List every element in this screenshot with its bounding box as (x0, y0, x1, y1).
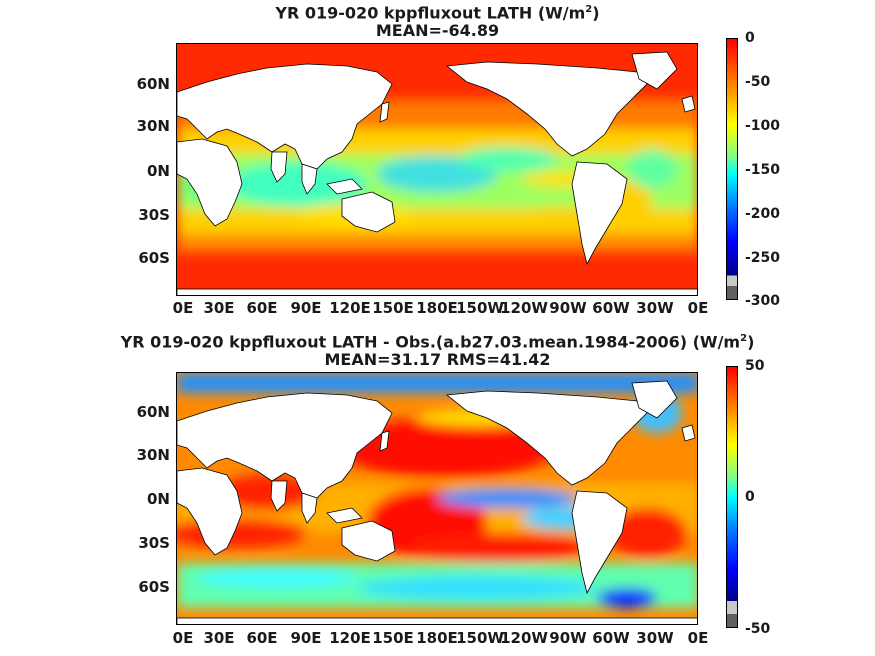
panel2-xtick: 120E (329, 629, 371, 647)
panel1-xtick: 60E (246, 299, 278, 317)
panel1-xtick: 150W (456, 299, 504, 317)
panel2-xtick: 120W (500, 629, 548, 647)
panel1-xtick: 90E (290, 299, 322, 317)
panel2-ytick-0n: 0N (147, 490, 170, 508)
panel2-xtick: 150E (372, 629, 414, 647)
panel1-xtick: 150E (372, 299, 414, 317)
panel2-cbar-tick: 50 (745, 358, 765, 374)
panel1-xtick: 90W (549, 299, 587, 317)
panel2-xtick: 90E (290, 629, 322, 647)
panel1-ytick-60s: 60S (138, 249, 170, 267)
panel1-cbar-tick: -50 (745, 74, 771, 90)
panel1-cbar-tick: 0 (745, 30, 755, 46)
panel2-ytick-60s: 60S (138, 578, 170, 596)
panel1-xtick: 120E (329, 299, 371, 317)
panel2-xtick: 150W (456, 629, 504, 647)
panel1-colorbar (726, 38, 738, 300)
panel1-xtick: 0E (172, 299, 194, 317)
panel2-ytick-60n: 60N (136, 403, 170, 421)
panel1-title: YR 019-020 kppfluxout LATH (W/m2) (275, 3, 600, 23)
panel1-xtick: 0E (687, 299, 709, 317)
panel1-cbar-tick: -250 (745, 250, 781, 266)
panel1-ytick-30s: 30S (138, 206, 170, 224)
panel1-subtitle: MEAN=-64.89 (375, 21, 500, 40)
panel2-subtitle: MEAN=31.17 RMS=41.42 (324, 350, 551, 369)
panel2-xtick: 0E (687, 629, 709, 647)
panel2-ytick-30s: 30S (138, 534, 170, 552)
panel1-cbar-tick: -150 (745, 162, 781, 178)
panel1-map (176, 43, 698, 296)
panel1-xtick: 30E (203, 299, 235, 317)
panel1-xtick: 120W (500, 299, 548, 317)
panel2-xtick: 30W (636, 629, 674, 647)
panel2-xtick: 60W (592, 629, 630, 647)
panel1-cbar-tick: -300 (745, 293, 781, 309)
panel2-xtick: 30E (203, 629, 235, 647)
panel2-cbar-tick: -50 (745, 621, 771, 637)
panel1-ytick-30n: 30N (136, 117, 170, 135)
panel1-cbar-tick: -200 (745, 206, 781, 222)
panel2-ytick-30n: 30N (136, 446, 170, 464)
panel2-xtick: 60E (246, 629, 278, 647)
panel1-xtick: 60W (592, 299, 630, 317)
panel1-cbar-tick: -100 (745, 118, 781, 134)
panel1-ytick-0n: 0N (147, 162, 170, 180)
panel1-xtick: 30W (636, 299, 674, 317)
panel2-cbar-tick: 0 (745, 489, 755, 505)
panel2-xtick: 180E (416, 629, 458, 647)
panel2-title: YR 019-020 kppfluxout LATH - Obs.(a.b27.… (120, 332, 755, 352)
panel1-ytick-60n: 60N (136, 75, 170, 93)
panel2-xtick: 0E (172, 629, 194, 647)
panel2-map (176, 372, 698, 625)
panel2-xtick: 90W (549, 629, 587, 647)
panel2-colorbar (726, 366, 738, 628)
panel1-xtick: 180E (416, 299, 458, 317)
